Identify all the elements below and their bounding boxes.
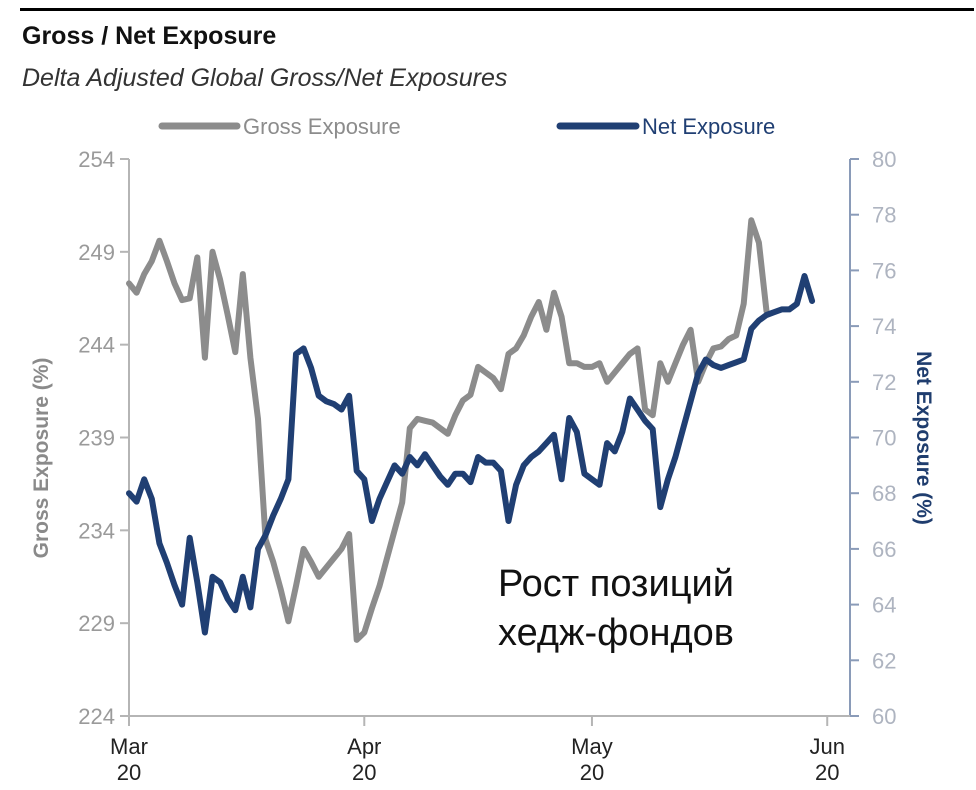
annotation-line-1: Рост позиций <box>498 563 734 605</box>
y-right-tick-label: 64 <box>872 593 896 618</box>
x-tick-label-month: May <box>571 734 613 759</box>
y-left-tick-label: 244 <box>78 333 115 358</box>
y-right-tick-label: 60 <box>872 704 896 729</box>
y-left-tick-label: 254 <box>78 147 115 172</box>
axes: 224 229 234 239 244 249 254 60 62 64 66 68 70 72 74 76 7… <box>78 147 896 785</box>
x-tick-label-month: Jun <box>809 734 844 759</box>
chart-title: Gross / Net Exposure <box>22 22 277 50</box>
legend-label-net: Net Exposure <box>642 114 775 139</box>
y-left-tick-label: 229 <box>78 611 115 636</box>
x-tick-label-year: 20 <box>580 760 604 785</box>
y-left-tick-label: 234 <box>78 518 115 543</box>
y-left-tick-label: 249 <box>78 240 115 265</box>
y-right-tick-label: 70 <box>872 426 896 451</box>
y-right-tick-label: 62 <box>872 648 896 673</box>
legend: Gross Exposure Net Exposure <box>158 114 775 139</box>
series-line-gross <box>126 217 770 643</box>
x-tick-label-year: 20 <box>117 760 141 785</box>
series-layer <box>126 217 816 643</box>
y-right-tick-label: 80 <box>872 147 896 172</box>
y-left-tick-label: 239 <box>78 426 115 451</box>
y-right-tick-label: 68 <box>872 481 896 506</box>
annotation-line-2: хедж-фондов <box>498 612 734 654</box>
y-right-tick-label: 78 <box>872 203 896 228</box>
x-tick-label-year: 20 <box>352 760 376 785</box>
chart-subtitle: Delta Adjusted Global Gross/Net Exposure… <box>22 64 508 92</box>
y-left-tick-label: 224 <box>78 704 115 729</box>
top-rule <box>20 8 974 11</box>
x-tick-label-year: 20 <box>815 760 839 785</box>
y-right-tick-label: 74 <box>872 314 896 339</box>
x-tick-label-month: Apr <box>347 734 381 759</box>
x-tick-label-month: Mar <box>110 734 148 759</box>
y-left-axis-title: Gross Exposure (%) <box>30 358 53 559</box>
y-right-tick-label: 76 <box>872 258 896 283</box>
y-right-tick-label: 66 <box>872 537 896 562</box>
y-right-tick-label: 72 <box>872 370 896 395</box>
series-line-net <box>126 273 816 636</box>
legend-label-gross: Gross Exposure <box>243 114 401 139</box>
y-right-axis-title: Net Exposure (%) <box>912 351 935 525</box>
